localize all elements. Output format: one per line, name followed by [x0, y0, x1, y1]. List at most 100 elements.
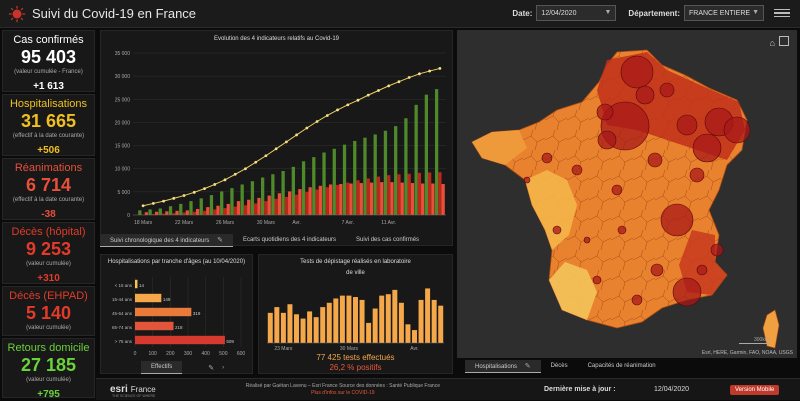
main-chart: 0 5 000 10 000 15 000 20 000 25 000 30 000 35 0…	[115, 51, 446, 226]
tab-ecarts-quotidiens[interactable]: Ecarts quotidiens des 4 indicateurs	[233, 234, 346, 247]
point-hospital	[254, 160, 258, 164]
tab-label: Suivi des cas confirmés	[356, 237, 420, 243]
tab-suivi-cas[interactable]: Suivi des cas confirmés	[346, 234, 429, 247]
credits-line-1: Réalisé par Gaëtan Lavenu – Esri France …	[245, 382, 440, 389]
tab-hospitalisations[interactable]: Hospitalisations ✎	[465, 360, 541, 373]
bar-deaths	[325, 187, 329, 215]
brand-tag: THE SCIENCE OF WHERE	[112, 394, 156, 398]
test-bar	[326, 302, 332, 343]
bar-recovered	[158, 208, 162, 215]
bar-reanimation	[257, 197, 261, 215]
bar-recovered	[250, 181, 255, 215]
bar-recovered	[199, 198, 203, 215]
bar-recovered	[414, 104, 418, 215]
bar-recovered	[271, 174, 275, 215]
y-tick-label: 20 000	[115, 120, 131, 126]
bar-deaths	[356, 180, 360, 215]
bar-deaths	[428, 172, 432, 215]
tests-panel: Tests de dépistage réalisés en laboratoi…	[258, 254, 453, 374]
indicator-subtitle: (effectif à la date courante)	[12, 197, 85, 203]
chevron-right-icon[interactable]: ›	[222, 364, 225, 371]
tab-effectifs[interactable]: Effectifs	[141, 361, 183, 374]
x-tick-label: 23 Mars	[274, 346, 293, 352]
indicator-title: Retours domicile	[7, 342, 90, 354]
point-hospital	[366, 93, 370, 97]
y-tick-label: 5 000	[117, 190, 130, 196]
tab-suivi-chronologique[interactable]: Suivi chronologique des 4 indicateurs ✎	[100, 234, 233, 247]
point-hospital	[172, 196, 176, 200]
age-tabbar: Effectifs ✎ ›	[101, 361, 252, 374]
bar-deaths	[387, 175, 391, 215]
fullscreen-icon[interactable]	[779, 36, 789, 46]
x-tick-label: 18 Mars	[134, 220, 153, 226]
credits-link[interactable]: Plus d'infos sur le COVID-19	[311, 389, 375, 396]
date-select[interactable]: 12/04/2020 ▼	[536, 5, 617, 21]
bar-reanimation	[175, 210, 179, 215]
test-bar	[274, 307, 280, 343]
x-tick-label: 22 Mars	[175, 220, 194, 226]
category-label: > 75 ans	[115, 339, 133, 344]
bar-deaths	[223, 208, 227, 215]
age-chart: 0 100 200 300 400 500 600 < 15 ans 14 15-44 ans 14…	[112, 277, 245, 357]
home-icon[interactable]: ⌂	[769, 38, 775, 48]
value-label: 14	[139, 283, 145, 288]
tab-label: Suivi chronologique des 4 indicateurs	[110, 238, 210, 244]
point-hospital	[264, 154, 268, 158]
tab-deces[interactable]: Décès	[541, 360, 578, 373]
tab-capacites[interactable]: Capacités de réanimation	[578, 360, 666, 373]
x-tick-label: Avr.	[292, 220, 301, 226]
bar-deaths	[213, 209, 217, 215]
map-view[interactable]: ⌂ 300km Esri, HERE, Garmin, FAO, NOAA, U…	[457, 30, 797, 358]
bar-recovered	[281, 171, 285, 215]
test-bar	[385, 294, 391, 343]
bar-recovered	[148, 209, 152, 215]
indicator-delta: +310	[37, 273, 60, 284]
bar-recovered	[434, 89, 439, 215]
dept-value: FRANCE ENTIERE	[689, 9, 751, 17]
bar-reanimation	[421, 183, 425, 215]
bar-reanimation	[206, 207, 210, 215]
bar-recovered	[404, 118, 408, 215]
pencil-icon[interactable]: ✎	[208, 364, 215, 372]
bar-deaths	[294, 194, 299, 215]
version-mobile-button[interactable]: Version Mobile	[730, 384, 780, 395]
indicator-card: Cas confirmés 95 403 (valeur cumulée - Fra…	[2, 30, 95, 92]
pencil-icon[interactable]: ✎	[524, 363, 531, 370]
indicator-value: 27 185	[20, 355, 77, 375]
bar-reanimation	[165, 211, 169, 215]
test-bar	[320, 307, 326, 343]
point-hospital	[284, 140, 288, 144]
indicator-value: 31 665	[20, 111, 77, 131]
indicators-column: Cas confirmés 95 403 (valeur cumulée - Fra…	[2, 30, 95, 400]
indicator-subtitle: (valeur cumulée)	[26, 261, 71, 267]
bar-reanimation	[298, 189, 302, 215]
x-tick-label: 30 Mars	[257, 220, 276, 226]
pencil-icon[interactable]: ✎	[217, 237, 223, 244]
point-hospital	[387, 84, 391, 88]
category-label: < 15 ans	[115, 283, 133, 288]
line-hospital	[143, 67, 441, 207]
bar-reanimation	[328, 184, 333, 215]
value-label: 509	[226, 339, 234, 344]
point-hospital	[213, 183, 217, 186]
bar-deaths	[254, 203, 258, 215]
esri-logo: esri France	[110, 384, 156, 395]
indicator-title: Décès (hôpital)	[11, 226, 86, 238]
category-label: 45-64 ans	[112, 311, 133, 316]
bar-deaths	[366, 178, 370, 215]
bar-reanimation	[359, 183, 363, 215]
bar-reanimation	[185, 210, 189, 215]
bar-deaths	[274, 198, 278, 215]
brand: esri	[110, 384, 128, 395]
menu-icon[interactable]	[774, 5, 790, 21]
x-tick-label: 30 Mars	[340, 346, 359, 352]
dept-select[interactable]: FRANCE ENTIERE ▼	[684, 5, 764, 21]
map-attribution: Esri, HERE, Garmin, FAO, NOAA, USGS	[701, 350, 793, 356]
bar-recovered	[301, 161, 306, 215]
test-bar	[300, 318, 306, 343]
bar-recovered	[179, 203, 183, 215]
point-hospital	[244, 167, 247, 171]
bar-reanimation	[431, 183, 435, 215]
bar-deaths	[397, 174, 401, 215]
bar-recovered	[230, 188, 234, 215]
